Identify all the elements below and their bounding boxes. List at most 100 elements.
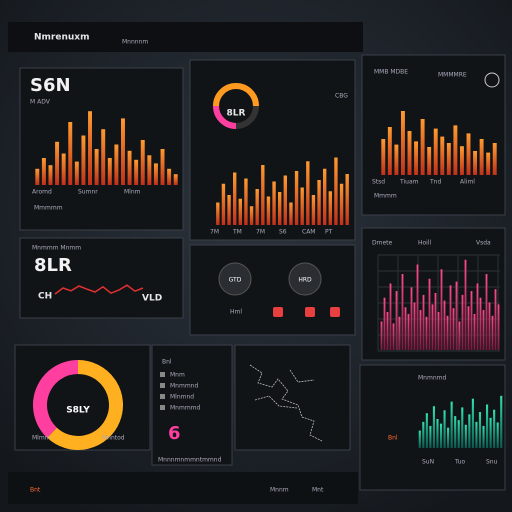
bar: [455, 281, 458, 350]
bar: [470, 291, 473, 350]
panel-tag: Bnl: [388, 435, 398, 442]
bar: [486, 404, 489, 448]
bar: [153, 163, 158, 185]
bar: [414, 141, 419, 175]
bar: [221, 183, 226, 225]
axis-label: PT: [325, 229, 333, 236]
panel-footer: Mmmmm: [34, 205, 63, 212]
bar: [464, 424, 467, 448]
axis-label: Snu: [486, 459, 498, 466]
bar: [317, 180, 321, 225]
bottom-item: Mnnm: [270, 487, 289, 494]
bottom-item: Mnt: [312, 487, 324, 494]
bar: [436, 419, 439, 448]
panel-label: Hoill: [418, 240, 432, 247]
bar: [418, 430, 421, 448]
bar: [475, 421, 478, 448]
bar: [471, 398, 474, 448]
button[interactable]: [330, 307, 340, 317]
bar: [425, 413, 428, 448]
bar-chart: [381, 111, 497, 175]
bar: [216, 202, 220, 225]
bar: [255, 189, 259, 225]
panel-tab: MMMMRE: [438, 72, 467, 79]
button[interactable]: [273, 307, 283, 317]
axis-label: Mlnm: [124, 189, 141, 196]
bar: [485, 274, 488, 350]
map: [249, 364, 323, 442]
bar: [283, 175, 287, 225]
axis-labels: 7M TM 7M S6 CAM PT: [210, 229, 333, 236]
bar: [114, 144, 119, 185]
axis-label: 7M: [256, 229, 265, 236]
dial-tag: Hml: [230, 309, 242, 316]
bar: [486, 152, 491, 175]
bar: [339, 183, 344, 225]
bar: [473, 151, 478, 175]
bar: [454, 416, 457, 448]
list-icon: [160, 405, 165, 410]
list-item: Mlnmnd: [170, 394, 194, 401]
axis-label: Aliml: [460, 179, 475, 186]
bar: [249, 206, 254, 225]
bar: [278, 192, 282, 225]
bar: [479, 297, 482, 350]
panel-label: Vsda: [476, 240, 491, 247]
dial-label: GTD: [229, 277, 242, 284]
bar: [294, 171, 299, 225]
bar: [74, 161, 79, 185]
bar: [492, 143, 497, 175]
bar: [447, 427, 450, 448]
list-icon: [160, 394, 165, 399]
bar: [272, 181, 276, 225]
panel-label: Dmete: [372, 240, 393, 247]
bar: [61, 153, 66, 185]
bar: [381, 139, 386, 175]
list-title: Bnl: [162, 359, 172, 366]
bar: [323, 168, 327, 225]
bar: [404, 307, 407, 350]
button[interactable]: [305, 307, 315, 317]
bar: [496, 422, 499, 448]
bar: [467, 306, 470, 350]
bar: [244, 178, 248, 225]
bar: [446, 315, 449, 350]
bar: [439, 423, 443, 448]
panel: [19, 237, 184, 319]
bar: [41, 158, 46, 185]
axis-label: SuN: [422, 459, 434, 466]
bar: [464, 259, 467, 350]
donut-value: S8LY: [66, 406, 90, 416]
gauge-arc: [213, 105, 237, 129]
bar: [48, 165, 53, 185]
panel: [234, 344, 351, 451]
bar: [300, 187, 304, 225]
donut-label: Mlmm: [32, 435, 51, 442]
donut-segment: [33, 360, 79, 438]
bar: [140, 140, 145, 185]
axis-label: TM: [232, 229, 242, 236]
header-title: Nmrenuxm: [34, 33, 89, 43]
list-item: Mnmmnd: [170, 383, 198, 390]
bar: [334, 157, 338, 225]
axis-label: CAM: [302, 229, 315, 236]
bar: [491, 315, 494, 350]
gauge-arc: [213, 83, 259, 107]
dial: [218, 262, 252, 296]
bar-chart: [35, 111, 178, 185]
list: Mnm Mnmmnd Mlnmnd Mnmmmd: [160, 372, 201, 412]
list-footer: Mnnnmnmmntmmnd: [158, 457, 222, 464]
axis-label: Aromd: [32, 189, 52, 196]
bar: [160, 149, 165, 185]
bar: [35, 168, 40, 185]
header-tab: Mnnnnm: [122, 39, 148, 46]
bar: [389, 283, 392, 350]
bar: [383, 297, 386, 350]
bar-chart: [216, 157, 349, 225]
bar: [461, 294, 464, 350]
bar: [427, 147, 432, 175]
bar: [400, 111, 405, 175]
donut-segment: [47, 360, 123, 450]
bar: [134, 159, 139, 185]
